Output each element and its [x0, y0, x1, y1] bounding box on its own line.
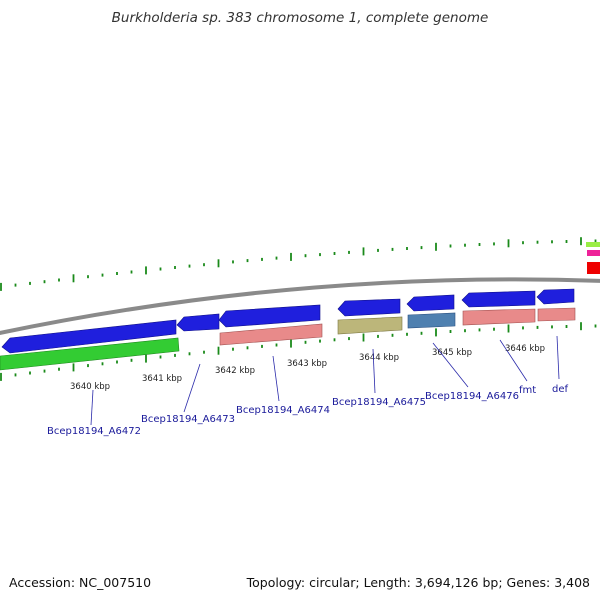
upper-tick-ring [0, 237, 597, 291]
cds-bar-def[interactable] [537, 307, 576, 322]
lower-tick-ring [0, 322, 597, 381]
gene-label-bcep18194-a6473[interactable]: Bcep18194_A6473 [141, 414, 235, 425]
cds-bar-bcep18194-a6475[interactable] [337, 316, 403, 335]
leader-line [556, 335, 560, 380]
gene-labels: Bcep18194_A6472 Bcep18194_A6473 Bcep1819… [47, 384, 569, 437]
scale-label: 3640 kbp [70, 382, 110, 392]
scale-label: 3646 kbp [505, 344, 545, 354]
scale-label: 3641 kbp [142, 374, 182, 384]
leader-line [372, 348, 376, 394]
leader-line [272, 355, 280, 402]
cds-bar-bcep18194-a6474[interactable] [219, 323, 323, 346]
gene-arrow-bcep18194-a6473[interactable] [176, 313, 220, 332]
scale-label: 3645 kbp [432, 348, 472, 358]
gene-arrow-bcep18194-a6476[interactable] [406, 294, 455, 312]
scale-label: 3642 kbp [215, 366, 255, 376]
leader-line [90, 389, 94, 426]
feature-magenta[interactable] [587, 250, 600, 256]
feature-red[interactable] [587, 262, 600, 274]
gene-arrow-bcep18194-a6474[interactable] [218, 304, 321, 328]
gene-arrow-bcep18194-a6475[interactable] [337, 298, 401, 317]
gene-label-bcep18194-a6475[interactable]: Bcep18194_A6475 [332, 397, 426, 408]
gene-label-def[interactable]: def [552, 384, 569, 395]
rrna-bar-green[interactable] [0, 337, 180, 371]
scale-labels: 3640 kbp 3641 kbp 3642 kbp 3643 kbp 3644… [70, 344, 545, 392]
feature-lime[interactable] [586, 242, 600, 247]
map-title: Burkholderia sp. 383 chromosome 1, compl… [111, 10, 489, 26]
scale-label: 3643 kbp [287, 359, 327, 369]
leader-line [499, 339, 528, 382]
gene-arrow-def[interactable] [536, 288, 575, 305]
gene-arrow-fmt[interactable] [461, 290, 536, 308]
scale-label: 3644 kbp [359, 353, 399, 363]
gene-label-bcep18194-a6474[interactable]: Bcep18194_A6474 [236, 405, 330, 416]
leader-line [432, 342, 469, 388]
cds-bar-fmt[interactable] [462, 308, 536, 326]
gene-label-fmt[interactable]: fmt [519, 385, 536, 396]
cds-bar-bcep18194-a6476[interactable] [407, 312, 456, 329]
accession-text: Accession: NC_007510 [9, 575, 152, 590]
chromosome-backbone [0, 277, 600, 336]
gene-label-bcep18194-a6476[interactable]: Bcep18194_A6476 [425, 391, 519, 402]
genome-summary-text: Topology: circular; Length: 3,694,126 bp… [246, 575, 590, 590]
leader-line [183, 363, 201, 413]
gene-label-leaders [90, 335, 560, 426]
gene-label-bcep18194-a6472[interactable]: Bcep18194_A6472 [47, 426, 141, 437]
gene-arrow-bcep18194-a6472[interactable] [1, 319, 177, 354]
